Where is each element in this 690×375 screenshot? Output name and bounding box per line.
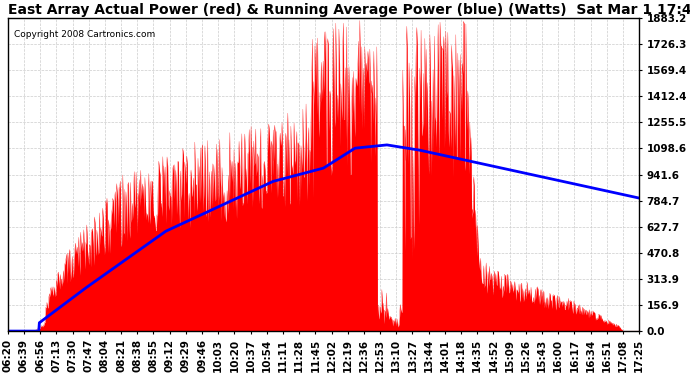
Text: Copyright 2008 Cartronics.com: Copyright 2008 Cartronics.com (14, 30, 155, 39)
Text: East Array Actual Power (red) & Running Average Power (blue) (Watts)  Sat Mar 1 : East Array Actual Power (red) & Running … (8, 3, 690, 17)
